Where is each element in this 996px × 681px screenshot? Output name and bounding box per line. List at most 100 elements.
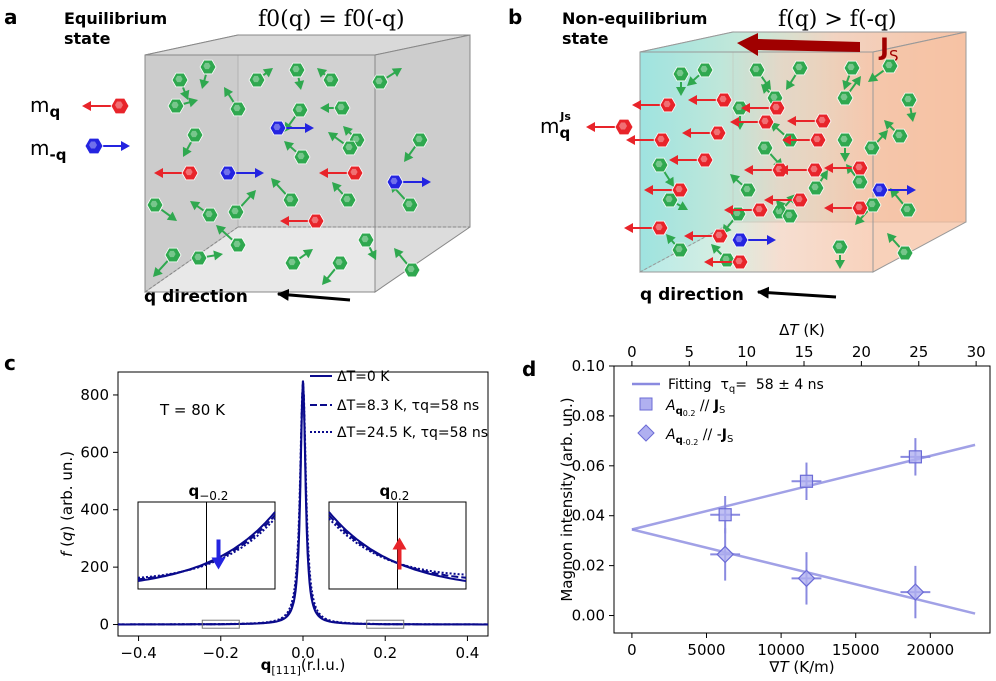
magnon bbox=[776, 200, 799, 224]
magnon-hexagon bbox=[831, 239, 849, 255]
magnon bbox=[319, 165, 364, 181]
magnon bbox=[154, 165, 199, 181]
magnon-hexagon bbox=[357, 232, 375, 248]
magnon-highlight bbox=[700, 65, 708, 73]
magnon-highlight bbox=[840, 93, 848, 101]
magnon-highlight bbox=[655, 160, 663, 168]
magnon-highlight bbox=[867, 143, 875, 151]
top-tick-label-d: 10 bbox=[737, 343, 756, 361]
magnon-arrowhead bbox=[677, 201, 688, 210]
fit-line bbox=[631, 528, 976, 615]
magnon-highlight bbox=[335, 258, 343, 266]
q-direction-arrow-a bbox=[276, 288, 351, 302]
magnon-arrowhead bbox=[322, 274, 332, 285]
magnon bbox=[190, 250, 223, 266]
y-tick-label-d: 0.10 bbox=[572, 357, 605, 375]
magnon-highlight bbox=[273, 123, 281, 131]
top-tick-label-d: 0 bbox=[627, 343, 637, 361]
magnon-highlight bbox=[185, 168, 193, 176]
magnon-highlight bbox=[168, 250, 176, 258]
magnon-arrowhead bbox=[669, 155, 678, 165]
magnon-arrowhead bbox=[687, 76, 698, 86]
magnon bbox=[280, 213, 325, 229]
magnon-hexagon bbox=[900, 92, 918, 108]
magnon-hexagon bbox=[346, 165, 364, 181]
data-point-diamond bbox=[906, 583, 925, 601]
magnon-hexagon bbox=[322, 72, 340, 88]
magnon bbox=[227, 190, 256, 220]
magnon bbox=[404, 132, 429, 162]
x-tick-label-c: 0.4 bbox=[456, 644, 480, 662]
magnon-highlight bbox=[847, 63, 855, 71]
y-tick-label-d: 0.06 bbox=[572, 457, 605, 475]
magnon-hexagon bbox=[653, 132, 671, 148]
magnon bbox=[219, 165, 264, 181]
inset-arrowhead bbox=[211, 557, 226, 570]
magnon-arrowhead bbox=[704, 257, 713, 267]
magnon-arrowhead bbox=[180, 89, 190, 100]
magnon-hexagon bbox=[651, 220, 669, 236]
magnon-highlight bbox=[343, 195, 351, 203]
magnon-highlight bbox=[885, 61, 893, 69]
magnon bbox=[343, 126, 366, 148]
magnon-highlight bbox=[700, 155, 708, 163]
panel-c: c −0.4 −0.2 0.0 0.2 0.4 0 200 400 600 800 q[111](r… bbox=[4, 351, 489, 677]
magnon-hexagon bbox=[814, 113, 832, 129]
magnon-hexagon bbox=[190, 250, 208, 266]
magnon bbox=[730, 174, 757, 198]
magnon-arrowhead bbox=[644, 185, 653, 195]
magnon bbox=[782, 132, 827, 148]
magnon-highlight bbox=[115, 101, 123, 109]
magnon-hexagon bbox=[739, 182, 757, 198]
magnon-highlight bbox=[150, 200, 158, 208]
magnon-highlight bbox=[733, 209, 741, 217]
magnon-highlight bbox=[755, 205, 763, 213]
x-tick-label-d: 15000 bbox=[832, 641, 880, 659]
magnon-hexagon bbox=[672, 66, 690, 82]
magnon-arrowhead bbox=[632, 100, 641, 110]
magnon-highlight bbox=[190, 130, 198, 138]
magnon bbox=[687, 62, 714, 86]
magnon-hexagon bbox=[84, 137, 104, 155]
magnon-arrowhead bbox=[824, 163, 833, 173]
data-point-square bbox=[908, 450, 922, 464]
magnon-hexagon bbox=[696, 62, 714, 78]
panel-a-label: a bbox=[4, 5, 18, 29]
magnon bbox=[831, 239, 849, 269]
magnon-highlight bbox=[665, 195, 673, 203]
magnon-hexagon bbox=[715, 92, 733, 108]
plot-frame-d bbox=[613, 365, 991, 634]
magnon-arrowhead bbox=[216, 225, 227, 235]
magnon-highlight bbox=[719, 95, 727, 103]
magnon-arrowhead bbox=[744, 165, 753, 175]
magnon-highlight bbox=[292, 65, 300, 73]
magnon-arrowhead bbox=[302, 249, 313, 259]
magnon-arrowhead bbox=[182, 146, 192, 157]
magnon bbox=[824, 200, 869, 216]
magnon-highlight bbox=[203, 62, 211, 70]
magnon-hexagon bbox=[219, 165, 237, 181]
magnon bbox=[764, 192, 809, 208]
magnon-highlight bbox=[390, 177, 398, 185]
magnon-arrowhead bbox=[305, 123, 314, 133]
magnon-highlight bbox=[415, 135, 423, 143]
x-tick-label-c: −0.2 bbox=[203, 644, 239, 662]
magnon bbox=[672, 66, 690, 96]
panel-a-equation: f0(q) = f0(-q) bbox=[258, 7, 405, 32]
magnon-hexagon bbox=[751, 202, 769, 218]
magnon-hexagon bbox=[288, 62, 306, 78]
magnon-hexagon bbox=[836, 132, 854, 148]
magnon-arrowhead bbox=[764, 195, 773, 205]
x-tick-label-c: 0.0 bbox=[291, 644, 315, 662]
magnon-highlight bbox=[655, 223, 663, 231]
magnon bbox=[855, 197, 882, 225]
top-tick-label-d: 30 bbox=[967, 343, 986, 361]
magnon-arrowhead bbox=[153, 266, 163, 277]
magnon bbox=[688, 92, 733, 108]
magnon-highlight bbox=[895, 131, 903, 139]
magnon-hexagon bbox=[386, 174, 404, 190]
magnon-hexagon bbox=[229, 237, 247, 253]
magnon-arrowhead bbox=[761, 84, 771, 94]
magnon-hexagon bbox=[843, 60, 861, 76]
q-direction-label-a: q direction bbox=[144, 287, 248, 307]
